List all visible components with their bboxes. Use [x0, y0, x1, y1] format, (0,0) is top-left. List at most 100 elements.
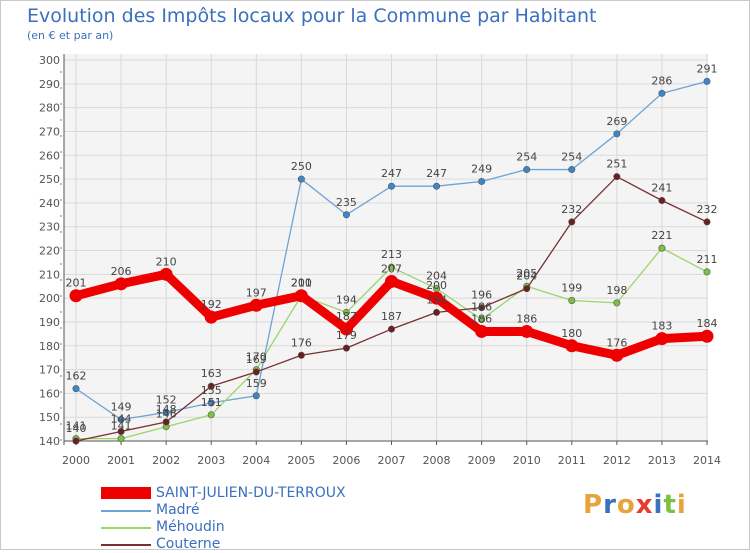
legend-label: SAINT-JULIEN-DU-TERROUX — [156, 485, 346, 501]
data-label: 232 — [697, 203, 718, 216]
data-point — [117, 435, 125, 443]
data-label: 247 — [381, 167, 402, 180]
data-label: 247 — [426, 167, 447, 180]
data-label: 251 — [606, 158, 627, 171]
data-label: 170 — [246, 351, 267, 364]
legend-item: Méhoudin — [101, 519, 401, 536]
data-point — [204, 310, 218, 324]
data-label: 235 — [336, 196, 357, 209]
plot-area — [64, 54, 708, 441]
chart-subtitle: (en € et par an) — [27, 29, 114, 42]
data-point — [207, 382, 215, 390]
data-point — [568, 297, 576, 305]
logo-letter: P — [583, 490, 604, 520]
data-point — [703, 268, 711, 276]
x-tick-label: 2003 — [197, 454, 225, 467]
data-label: 162 — [66, 370, 87, 383]
data-point — [568, 166, 576, 174]
legend-label: Madré — [156, 502, 200, 518]
y-tick-label: 170 — [39, 364, 60, 377]
x-tick-label: 2000 — [62, 454, 90, 467]
data-point — [252, 392, 260, 400]
data-point — [387, 182, 395, 190]
data-point — [478, 304, 486, 312]
data-label: 286 — [651, 74, 672, 87]
data-label: 249 — [471, 162, 492, 175]
data-label: 210 — [291, 277, 312, 290]
x-tick-label: 2012 — [603, 454, 631, 467]
data-point — [117, 416, 125, 424]
logo-letter: t — [663, 490, 677, 520]
legend-swatch-saint-julien — [101, 487, 151, 499]
proxiti-logo: Proxiti — [583, 490, 687, 520]
data-label: 141 — [66, 420, 87, 433]
y-tick-label: 240 — [39, 197, 60, 210]
data-point — [700, 329, 714, 343]
x-tick-label: 2002 — [152, 454, 180, 467]
logo-letter: i — [676, 490, 687, 520]
data-label: 176 — [291, 336, 312, 349]
data-point — [297, 175, 305, 183]
data-label: 148 — [156, 403, 177, 416]
data-label: 211 — [697, 253, 718, 266]
data-point — [613, 130, 621, 138]
x-tick-label: 2009 — [468, 454, 496, 467]
data-point — [387, 325, 395, 333]
data-point — [523, 166, 531, 174]
data-label: 199 — [561, 282, 582, 295]
data-label: 204 — [516, 270, 537, 283]
data-label: 163 — [201, 367, 222, 380]
data-label: 155 — [201, 384, 222, 397]
data-label: 192 — [201, 298, 222, 311]
data-point — [703, 77, 711, 85]
data-label: 159 — [246, 377, 267, 390]
x-tick-label: 2006 — [332, 454, 360, 467]
data-label: 201 — [66, 277, 87, 290]
data-label: 269 — [606, 115, 627, 128]
data-label: 241 — [651, 181, 672, 194]
data-label: 200 — [426, 279, 447, 292]
y-tick-label: 150 — [39, 411, 60, 424]
y-tick-label: 200 — [39, 292, 60, 305]
data-point — [613, 173, 621, 181]
data-point — [655, 332, 669, 346]
legend-swatch-madre — [101, 510, 151, 512]
data-point — [207, 399, 215, 407]
data-point — [162, 418, 170, 426]
data-point — [207, 411, 215, 419]
legend-label: Couterne — [156, 536, 221, 552]
y-tick-label: 290 — [39, 78, 60, 91]
data-point — [658, 196, 666, 204]
data-label: 221 — [651, 229, 672, 242]
y-tick-label: 160 — [39, 387, 60, 400]
data-point — [294, 289, 308, 303]
data-label: 197 — [246, 286, 267, 299]
data-point — [433, 308, 441, 316]
data-point — [430, 291, 444, 305]
logo-letter: i — [653, 490, 664, 520]
data-point — [565, 339, 579, 353]
data-point — [478, 177, 486, 185]
data-point — [117, 427, 125, 435]
data-label: 144 — [111, 412, 132, 425]
data-point — [478, 316, 486, 324]
data-point — [342, 344, 350, 352]
legend-item: SAINT-JULIEN-DU-TERROUX — [101, 485, 401, 502]
x-tick-label: 2014 — [693, 454, 721, 467]
data-label: 206 — [111, 265, 132, 278]
logo-letter: r — [603, 490, 617, 520]
data-label: 250 — [291, 160, 312, 173]
y-tick-label: 220 — [39, 245, 60, 258]
data-label: 213 — [381, 248, 402, 261]
y-tick-label: 260 — [39, 149, 60, 162]
data-label: 146 — [156, 408, 177, 421]
data-label: 180 — [561, 327, 582, 340]
data-point — [703, 218, 711, 226]
data-point — [387, 263, 395, 271]
data-label: 141 — [111, 420, 132, 433]
data-label: 152 — [156, 393, 177, 406]
logo-letter: x — [635, 490, 654, 520]
data-point — [72, 437, 80, 445]
y-tick-label: 180 — [39, 340, 60, 353]
